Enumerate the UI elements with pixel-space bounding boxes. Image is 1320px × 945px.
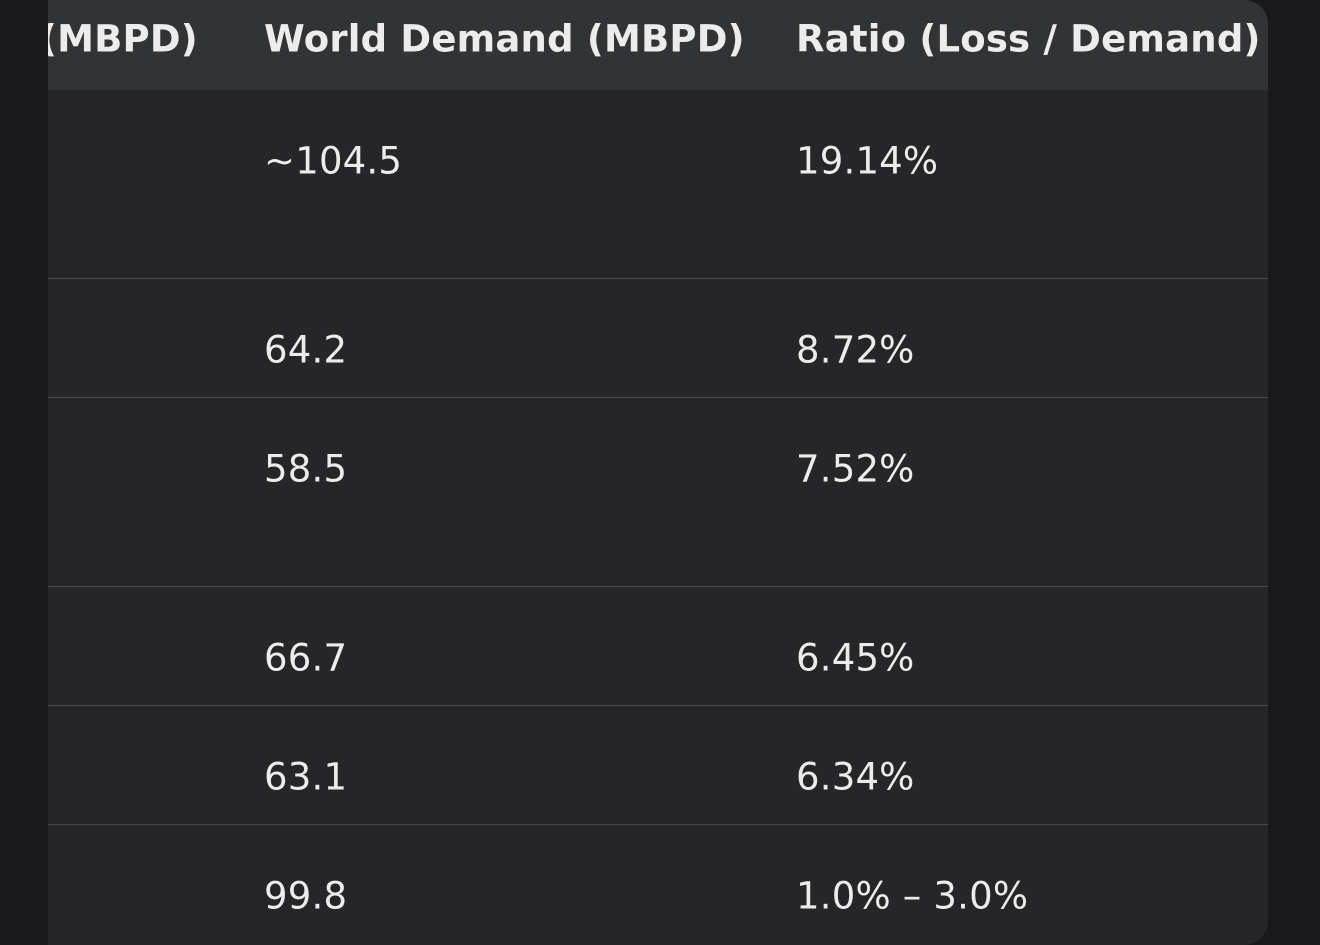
table-cell: 7.52% xyxy=(796,447,915,491)
header-cell: (MBPD) xyxy=(48,17,198,61)
table-cell: 6.45% xyxy=(796,636,915,680)
header-cell: World Demand (MBPD) xyxy=(264,17,745,61)
table-cell: 99.8 xyxy=(264,874,348,918)
table-row: 64.2 8.72% xyxy=(48,278,1268,398)
table: (MBPD) World Demand (MBPD) Ratio (Loss /… xyxy=(48,0,1268,945)
table-cell: 8.72% xyxy=(796,328,915,372)
table-row: 58.5 7.52% xyxy=(48,397,1268,587)
table-cell: 58.5 xyxy=(264,447,348,491)
table-cell: 6.34% xyxy=(796,755,915,799)
header-row: (MBPD) World Demand (MBPD) Ratio (Loss /… xyxy=(48,0,1268,90)
table-row: 66.7 6.45% xyxy=(48,586,1268,706)
table-row: 99.8 1.0% – 3.0% xyxy=(48,824,1268,945)
table-cell: ~104.5 xyxy=(264,139,403,183)
table-cell: 1.0% – 3.0% xyxy=(796,874,1029,918)
table-cell: 19.14% xyxy=(796,139,939,183)
table-cell: 64.2 xyxy=(264,328,348,372)
table-row: 63.1 6.34% xyxy=(48,705,1268,825)
header-cell: Ratio (Loss / Demand) xyxy=(796,17,1261,61)
table-cell: 63.1 xyxy=(264,755,348,799)
table-row: ~104.5 19.14% xyxy=(48,90,1268,278)
table-cell: 66.7 xyxy=(264,636,348,680)
